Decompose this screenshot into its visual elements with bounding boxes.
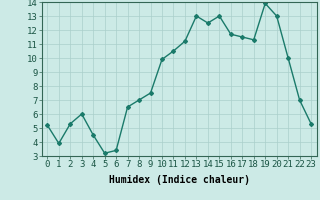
- X-axis label: Humidex (Indice chaleur): Humidex (Indice chaleur): [109, 175, 250, 185]
